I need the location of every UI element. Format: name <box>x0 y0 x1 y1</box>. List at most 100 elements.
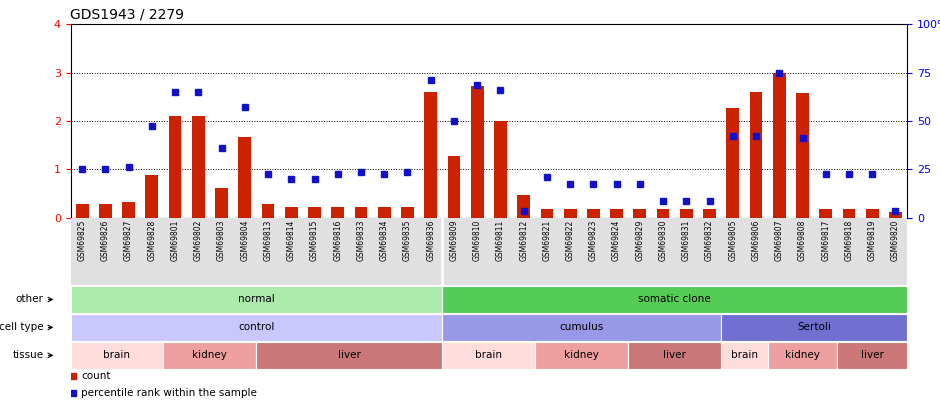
Bar <box>443 314 721 341</box>
Bar <box>215 188 227 218</box>
Bar <box>70 218 907 285</box>
Bar <box>721 342 768 369</box>
Bar <box>378 207 391 218</box>
Bar <box>535 342 628 369</box>
Text: tissue: tissue <box>12 350 43 360</box>
Text: Sertoli: Sertoli <box>797 322 831 333</box>
Bar <box>192 116 205 218</box>
Text: GDS1943 / 2279: GDS1943 / 2279 <box>70 8 184 22</box>
Text: liver: liver <box>664 350 686 360</box>
Bar <box>564 209 576 218</box>
Bar <box>76 205 88 218</box>
Text: count: count <box>81 371 111 381</box>
Text: GSM69813: GSM69813 <box>263 220 273 261</box>
Bar <box>838 342 907 369</box>
Bar <box>768 342 838 369</box>
Bar <box>628 342 721 369</box>
Text: kidney: kidney <box>564 350 599 360</box>
Text: GSM69808: GSM69808 <box>798 220 807 261</box>
Text: cumulus: cumulus <box>559 322 603 333</box>
Bar <box>842 209 855 218</box>
Text: GSM69829: GSM69829 <box>635 220 644 261</box>
Bar <box>70 314 443 341</box>
Bar <box>401 207 414 218</box>
Text: liver: liver <box>337 350 361 360</box>
Bar <box>99 205 112 218</box>
Text: cell type: cell type <box>0 322 43 333</box>
Text: GSM69803: GSM69803 <box>217 220 226 261</box>
Text: GSM69834: GSM69834 <box>380 220 389 261</box>
Bar <box>494 121 507 218</box>
Bar <box>285 207 298 218</box>
Bar <box>257 342 443 369</box>
Bar <box>261 205 274 218</box>
Text: GSM69822: GSM69822 <box>566 220 574 261</box>
Text: other: other <box>16 294 43 305</box>
Bar <box>634 209 646 218</box>
Text: GSM69824: GSM69824 <box>612 220 621 261</box>
Bar <box>657 209 669 218</box>
Text: GSM69821: GSM69821 <box>542 220 552 261</box>
Text: GSM69836: GSM69836 <box>426 220 435 261</box>
Text: control: control <box>238 322 274 333</box>
Bar <box>239 136 251 218</box>
Bar <box>122 202 135 218</box>
Text: kidney: kidney <box>785 350 820 360</box>
Bar <box>750 92 762 218</box>
Bar <box>443 342 535 369</box>
Bar <box>889 212 901 218</box>
Text: GSM69832: GSM69832 <box>705 220 714 261</box>
Text: GSM69818: GSM69818 <box>844 220 854 261</box>
Text: brain: brain <box>731 350 758 360</box>
Text: GSM69805: GSM69805 <box>728 220 737 261</box>
Text: GSM69810: GSM69810 <box>473 220 481 261</box>
Text: GSM69815: GSM69815 <box>310 220 319 261</box>
Text: GSM69823: GSM69823 <box>588 220 598 261</box>
Text: GSM69801: GSM69801 <box>170 220 180 261</box>
Text: GSM69817: GSM69817 <box>822 220 830 261</box>
Text: percentile rank within the sample: percentile rank within the sample <box>81 388 257 398</box>
Text: brain: brain <box>476 350 502 360</box>
Bar <box>721 314 907 341</box>
Bar <box>680 209 693 218</box>
Text: GSM69807: GSM69807 <box>775 220 784 261</box>
Text: GSM69835: GSM69835 <box>403 220 412 261</box>
Bar <box>471 86 483 218</box>
Text: GSM69831: GSM69831 <box>682 220 691 261</box>
Bar <box>308 207 321 218</box>
Bar <box>424 92 437 218</box>
Text: GSM69804: GSM69804 <box>241 220 249 261</box>
Text: GSM69828: GSM69828 <box>148 220 156 261</box>
Bar <box>703 209 716 218</box>
Bar <box>727 108 739 218</box>
Text: GSM69812: GSM69812 <box>519 220 528 261</box>
Text: GSM69825: GSM69825 <box>78 220 86 261</box>
Bar <box>773 73 786 218</box>
Text: GSM69816: GSM69816 <box>334 220 342 261</box>
Bar <box>447 156 461 218</box>
Text: GSM69820: GSM69820 <box>891 220 900 261</box>
Bar <box>164 342 257 369</box>
Bar <box>820 209 832 218</box>
Text: GSM69833: GSM69833 <box>356 220 366 261</box>
Text: GSM69802: GSM69802 <box>194 220 203 261</box>
Text: GSM69809: GSM69809 <box>449 220 459 261</box>
Bar <box>443 286 907 313</box>
Bar <box>866 209 879 218</box>
Text: normal: normal <box>238 294 274 305</box>
Text: kidney: kidney <box>193 350 227 360</box>
Text: GSM69811: GSM69811 <box>496 220 505 261</box>
Text: brain: brain <box>103 350 131 360</box>
Bar <box>168 116 181 218</box>
Bar <box>796 93 809 218</box>
Text: GSM69806: GSM69806 <box>752 220 760 261</box>
Text: liver: liver <box>861 350 884 360</box>
Text: GSM69819: GSM69819 <box>868 220 877 261</box>
Text: GSM69826: GSM69826 <box>101 220 110 261</box>
Bar <box>354 207 368 218</box>
Bar <box>540 209 554 218</box>
Bar <box>610 209 623 218</box>
Bar <box>146 175 158 218</box>
Bar <box>587 209 600 218</box>
Bar <box>332 207 344 218</box>
